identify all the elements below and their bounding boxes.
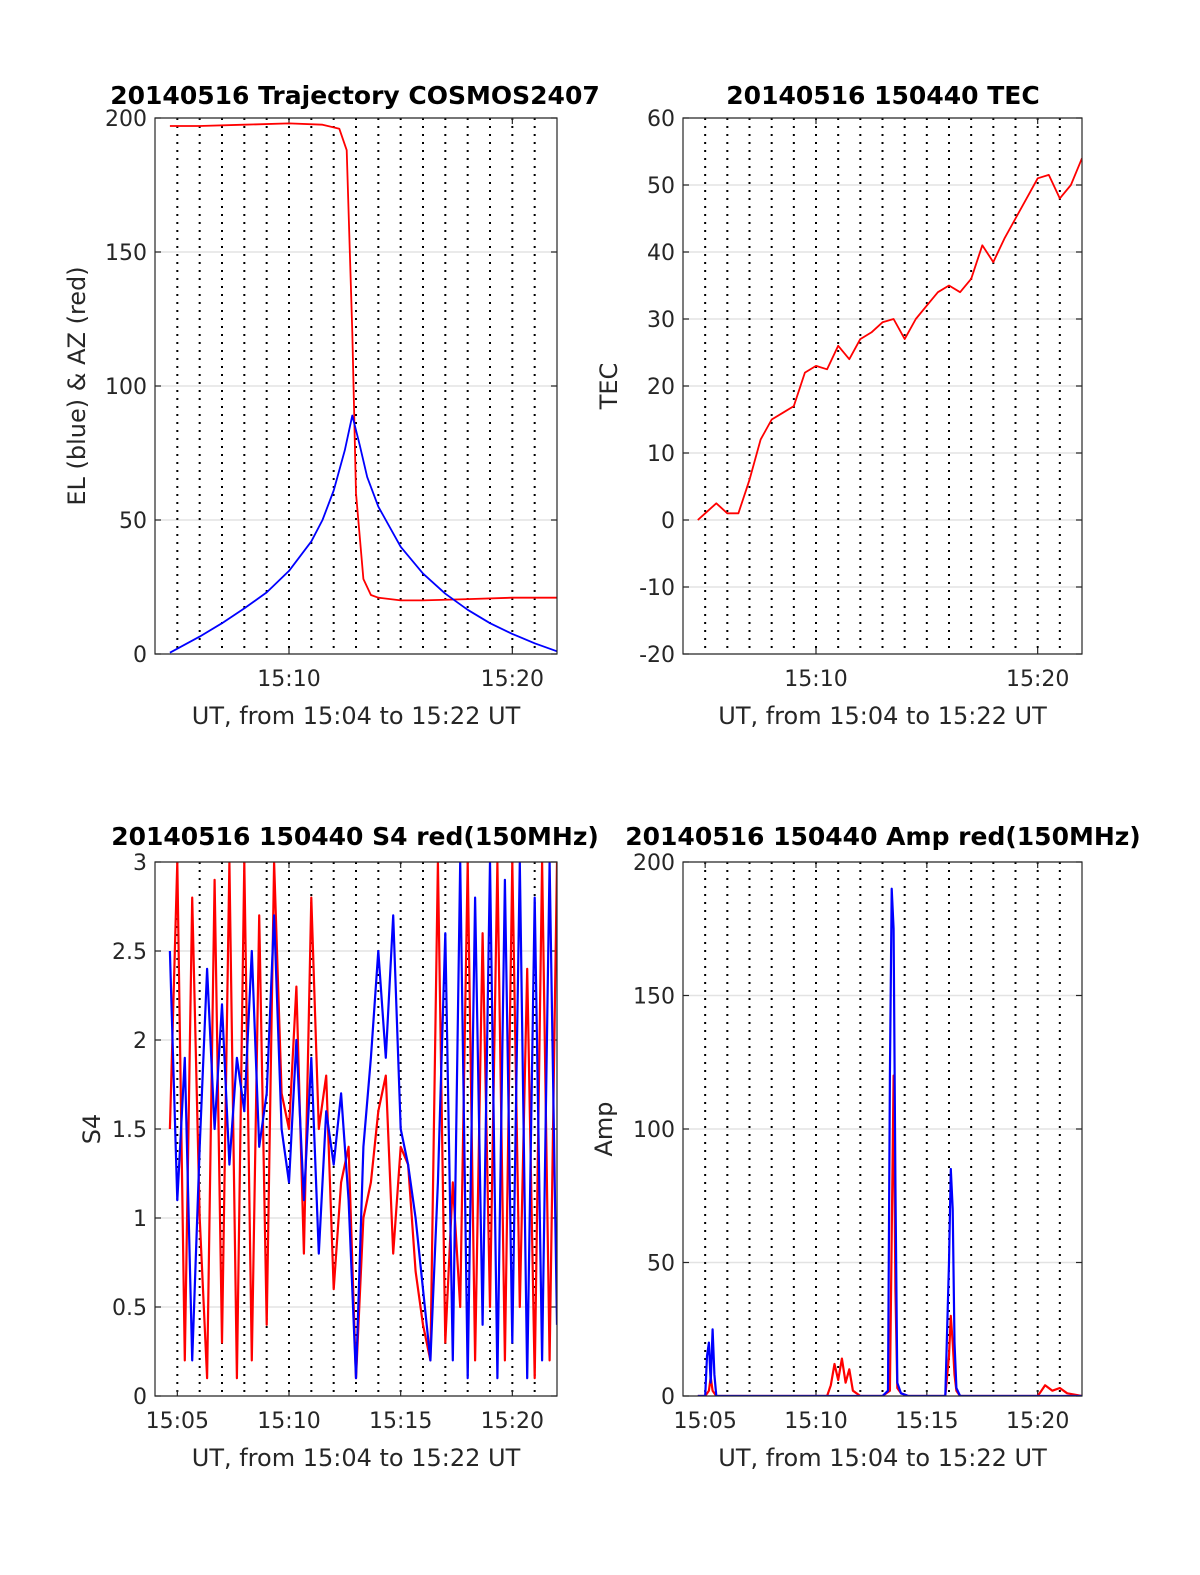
y-tick-label: 2 xyxy=(133,1029,147,1054)
plot-area xyxy=(697,157,1082,521)
y-tick-label: 0 xyxy=(133,1385,147,1410)
series-line-2 xyxy=(168,862,557,1380)
y-tick-label: 200 xyxy=(633,851,675,876)
x-tick-label: 15:15 xyxy=(369,1409,432,1434)
series-line-1 xyxy=(697,157,1082,521)
y-tick-label: 200 xyxy=(105,107,147,132)
x-tick-label: 15:10 xyxy=(257,1409,320,1434)
y-tick-label: 150 xyxy=(105,241,147,266)
x-tick-label: 15:10 xyxy=(257,667,320,692)
chart-panel-2: -20 -10 0 10 20 30 40 50 60 15:10 15:20 20140516 15… xyxy=(595,81,1083,730)
chart-title: 20140516 150440 TEC xyxy=(726,81,1039,110)
x-tick-label: 15:15 xyxy=(895,1409,958,1434)
chart-panel-3: 0 0.5 1 1.5 2 2.5 3 15:05 15:10 15:15 15:20 2014051… xyxy=(78,822,599,1472)
x-tick-label: 15:05 xyxy=(673,1409,736,1434)
x-axis-label: UT, from 15:04 to 15:22 UT xyxy=(192,702,521,730)
y-tick-label: 0 xyxy=(661,1385,675,1410)
y-tick-label: 40 xyxy=(647,241,675,266)
plot-area xyxy=(697,887,1082,1396)
y-tick-label: 0 xyxy=(661,509,675,534)
y-tick-label: 150 xyxy=(633,985,675,1010)
y-tick-label: 50 xyxy=(119,509,147,534)
y-tick-label: 50 xyxy=(647,1252,675,1277)
x-tick-label: 15:10 xyxy=(784,667,847,692)
series-line-1 xyxy=(168,862,557,1380)
y-axis-label: Amp xyxy=(590,1101,618,1156)
chart-title: 20140516 Trajectory COSMOS2407 xyxy=(110,81,600,110)
series-line-1 xyxy=(697,1074,1082,1396)
y-tick-label: 20 xyxy=(647,375,675,400)
y-tick-label: 60 xyxy=(647,107,675,132)
y-tick-label: 0.5 xyxy=(112,1296,147,1321)
y-tick-label: 1.5 xyxy=(112,1118,147,1143)
plot-area xyxy=(168,862,557,1380)
chart-title: 20140516 150440 S4 red(150MHz) xyxy=(111,822,599,851)
chart-title: 20140516 150440 Amp red(150MHz) xyxy=(625,822,1141,851)
y-axis-label: S4 xyxy=(78,1114,106,1145)
y-tick-label: 1 xyxy=(133,1207,147,1232)
y-tick-label: 10 xyxy=(647,442,675,467)
y-tick-label: 50 xyxy=(647,174,675,199)
plot-area xyxy=(169,122,557,654)
axes-frame xyxy=(154,117,558,655)
axes-frame xyxy=(682,117,1083,655)
x-tick-label: 15:20 xyxy=(481,1409,544,1434)
y-tick-label: 100 xyxy=(105,375,147,400)
y-tick-label: 30 xyxy=(647,308,675,333)
y-tick-label: -20 xyxy=(639,643,675,668)
y-axis-label: EL (blue) & AZ (red) xyxy=(63,266,91,505)
x-axis-label: UT, from 15:04 to 15:22 UT xyxy=(192,1444,521,1472)
x-axis-label: UT, from 15:04 to 15:22 UT xyxy=(718,702,1047,730)
series-line-2 xyxy=(697,887,1082,1396)
x-tick-label: 15:20 xyxy=(1006,1409,1069,1434)
x-axis-label: UT, from 15:04 to 15:22 UT xyxy=(718,1444,1047,1472)
y-tick-label: 100 xyxy=(633,1118,675,1143)
y-tick-label: 2.5 xyxy=(112,940,147,965)
y-axis-label: TEC xyxy=(595,363,623,411)
axes-frame xyxy=(154,861,558,1397)
x-tick-label: 15:10 xyxy=(784,1409,847,1434)
y-tick-label: -10 xyxy=(639,576,675,601)
x-tick-label: 15:05 xyxy=(146,1409,209,1434)
series-line-1 xyxy=(169,122,557,602)
y-tick-label: 3 xyxy=(133,851,147,876)
x-tick-label: 15:20 xyxy=(1006,667,1069,692)
chart-panel-4: 0 50 100 150 200 15:05 15:10 15:15 15:20 20140516… xyxy=(590,822,1141,1472)
chart-panel-1: 0 50 100 150 200 15:10 15:20 20140516 Trajector… xyxy=(63,81,600,730)
x-tick-label: 15:20 xyxy=(481,667,544,692)
y-tick-label: 0 xyxy=(133,643,147,668)
axes-frame xyxy=(682,861,1083,1397)
series-line-2 xyxy=(169,414,557,654)
